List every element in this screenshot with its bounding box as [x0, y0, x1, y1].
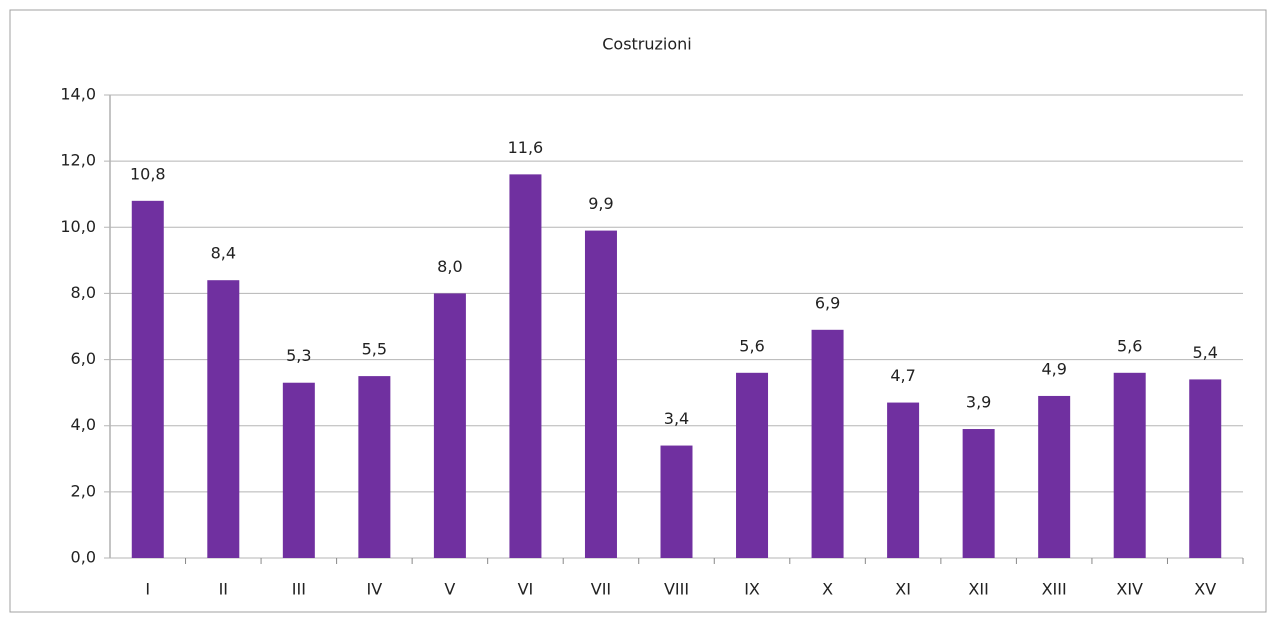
bar — [962, 429, 995, 558]
x-tick-label: IV — [367, 580, 383, 599]
bar — [811, 329, 844, 558]
bar — [433, 293, 466, 558]
y-tick-label: 6,0 — [71, 349, 96, 368]
x-tick-label: III — [292, 580, 306, 599]
data-label: 10,8 — [130, 164, 166, 183]
x-tick-label: VI — [518, 580, 534, 599]
y-tick-label: 4,0 — [71, 415, 96, 434]
data-label: 5,6 — [1117, 336, 1142, 355]
chart-frame — [9, 9, 1267, 613]
bar — [1038, 395, 1071, 558]
data-label: 8,0 — [437, 257, 462, 276]
bar — [207, 280, 240, 558]
data-label: 3,9 — [966, 393, 991, 412]
x-tick-label: IX — [744, 580, 760, 599]
x-tick-label: I — [145, 580, 150, 599]
data-label: 5,4 — [1193, 343, 1218, 362]
bar — [1113, 372, 1146, 558]
y-tick-label: 12,0 — [60, 151, 96, 170]
data-label: 4,7 — [890, 366, 915, 385]
y-tick-label: 0,0 — [71, 548, 96, 567]
data-label: 9,9 — [588, 194, 613, 213]
bar — [282, 382, 315, 558]
data-label: 6,9 — [815, 293, 840, 312]
y-tick-label: 10,0 — [60, 217, 96, 236]
data-label: 8,4 — [211, 244, 236, 263]
bar — [887, 402, 920, 558]
x-tick-label: XIV — [1116, 580, 1143, 599]
chart-title: Costruzioni — [602, 35, 692, 54]
y-tick-label: 14,0 — [60, 85, 96, 104]
x-tick-label: II — [219, 580, 228, 599]
bar — [131, 200, 164, 559]
data-label: 3,4 — [664, 409, 689, 428]
data-label: 11,6 — [508, 138, 544, 157]
y-tick-label: 2,0 — [71, 481, 96, 500]
bar — [358, 376, 391, 558]
bar — [660, 445, 693, 558]
x-tick-label: XII — [968, 580, 988, 599]
x-tick-label: VIII — [664, 580, 689, 599]
x-tick-label: V — [444, 580, 455, 599]
data-label: 4,9 — [1041, 359, 1066, 378]
x-tick-label: XIII — [1042, 580, 1067, 599]
data-label: 5,6 — [739, 336, 764, 355]
bar — [736, 372, 769, 558]
data-label: 5,3 — [286, 346, 311, 365]
bar — [584, 230, 617, 559]
bar — [1189, 379, 1222, 558]
x-tick-label: VII — [591, 580, 611, 599]
bar — [509, 174, 542, 558]
x-tick-label: X — [822, 580, 833, 599]
data-label: 5,5 — [362, 340, 387, 359]
x-tick-label: XV — [1194, 580, 1216, 599]
x-tick-label: XI — [895, 580, 911, 599]
y-tick-label: 8,0 — [71, 283, 96, 302]
